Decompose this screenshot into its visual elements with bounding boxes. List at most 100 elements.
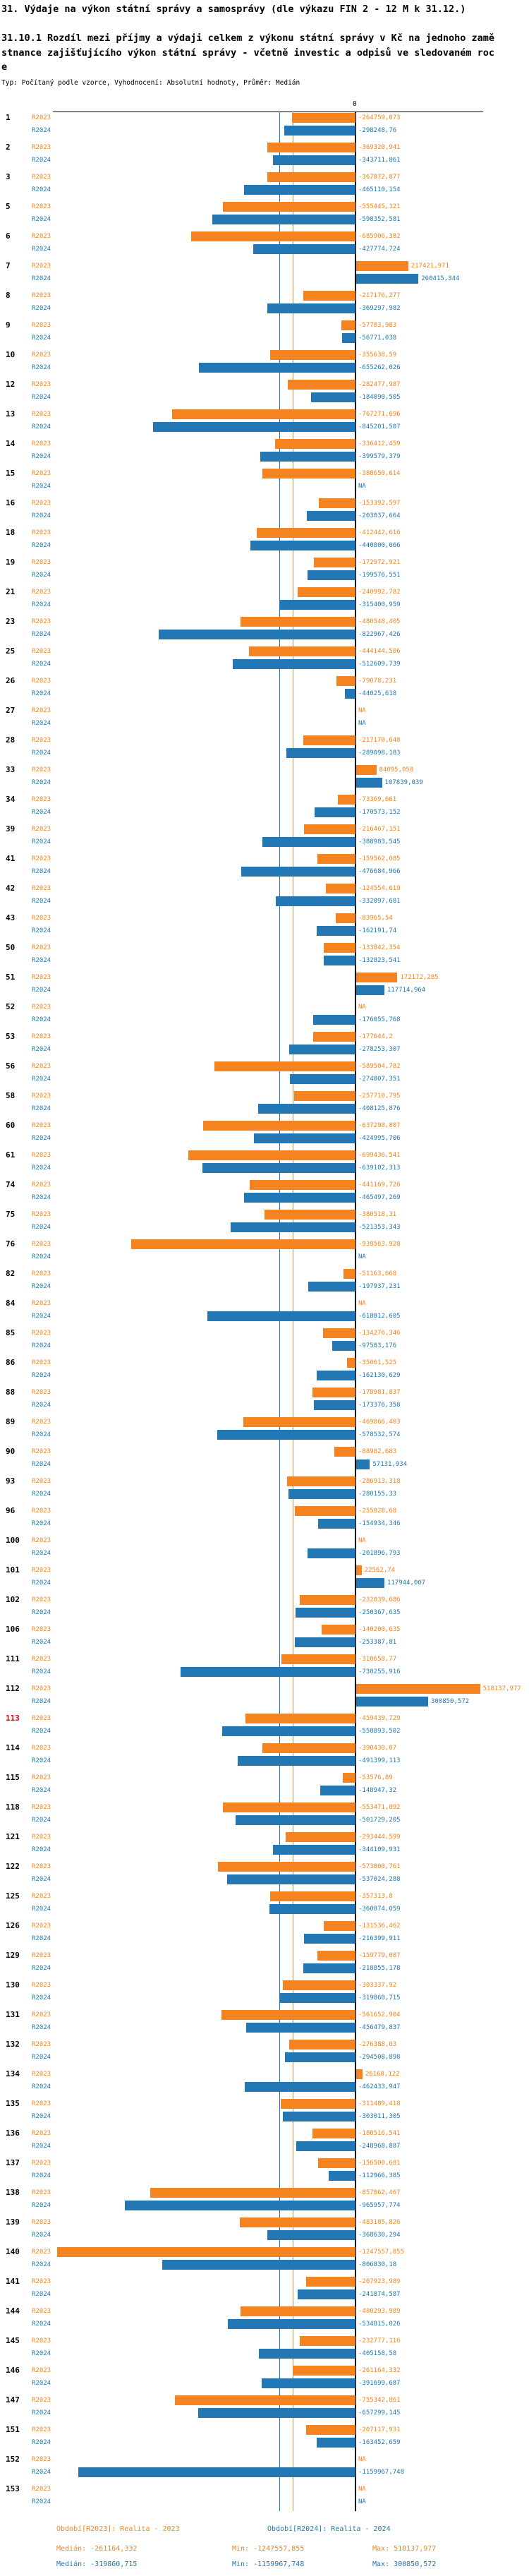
series-row-r2023: R2023 -207923,989: [0, 2277, 529, 2287]
row-number: 21: [6, 587, 16, 596]
bar-r2024: [341, 333, 355, 343]
series-label-r2024: R2024: [32, 216, 51, 223]
bar-r2024: [273, 155, 355, 165]
value-r2024: -501729,205: [358, 1817, 401, 1824]
value-r2023: -444144,506: [358, 648, 401, 655]
series-label-r2024: R2024: [32, 1935, 51, 1942]
value-r2024: 57131,934: [372, 1461, 408, 1468]
bar-r2023: [334, 1447, 355, 1457]
value-r2023: -159562,085: [358, 855, 401, 862]
series-row-r2023: R2023 -131536,462: [0, 1921, 529, 1931]
series-row-r2024: R2024 -298248,76: [0, 126, 529, 136]
value-r2023: -367872,877: [358, 174, 401, 181]
series-label-r2024: R2024: [32, 2024, 51, 2031]
series-row-r2023: R2023 -685906,382: [0, 231, 529, 241]
value-r2023: -637298,807: [358, 1122, 401, 1129]
row-number: 51: [6, 973, 16, 982]
value-r2024: -248968,887: [358, 2143, 401, 2150]
value-r2024: -154934,346: [358, 1520, 401, 1527]
bar-r2024: [356, 1578, 384, 1588]
bar-r2024: [207, 1311, 355, 1321]
bar-group: 15 R2023 -388650,614 R2024 NA: [0, 468, 529, 498]
value-r2024: -521353,343: [358, 1224, 401, 1231]
value-r2023: NA: [358, 1004, 366, 1011]
series-row-r2024: R2024 NA: [0, 2497, 529, 2507]
series-row-r2023: R2023 -73369,661: [0, 795, 529, 805]
series-label-r2024: R2024: [32, 601, 51, 608]
bar-group: 33 R2023 84095,058 R2024 107839,039: [0, 764, 529, 794]
series-label-r2024: R2024: [32, 2113, 51, 2120]
series-label-r2023: R2023: [32, 114, 51, 121]
series-label-r2023: R2023: [32, 500, 51, 507]
series-row-r2023: R2023 -217176,277: [0, 291, 529, 301]
row-number: 58: [6, 1091, 16, 1100]
bar-group: 60 R2023 -637298,807 R2024 -424995,706: [0, 1120, 529, 1150]
bar-group: 76 R2023 -938563,928 R2024 NA: [0, 1239, 529, 1268]
value-r2024: -1159967,748: [358, 2469, 405, 2476]
bar-r2023: [288, 380, 355, 390]
bar-r2024: [288, 1489, 355, 1499]
series-label-r2023: R2023: [32, 1982, 51, 1989]
value-r2024: -44025,618: [358, 690, 397, 697]
series-row-r2023: R2023 -159779,087: [0, 1951, 529, 1961]
value-r2024: 117944,007: [387, 1579, 426, 1587]
series-label-r2023: R2023: [32, 440, 51, 447]
series-label-r2024: R2024: [32, 2054, 51, 2061]
bar-group: 137 R2023 -156500,681 R2024 -112966,385: [0, 2157, 529, 2187]
series-label-r2023: R2023: [32, 1774, 51, 1781]
bar-r2024: [280, 600, 355, 610]
bar-r2023: [174, 2395, 355, 2405]
series-label-r2024: R2024: [32, 1431, 51, 1438]
bar-group: 61 R2023 -699436,541 R2024 -639102,313: [0, 1150, 529, 1179]
bar-r2024: [226, 1874, 355, 1884]
bar-r2023: [171, 409, 355, 419]
bar-group: 27 R2023 NA R2024 NA: [0, 705, 529, 735]
bar-r2024: [313, 1015, 355, 1025]
bar-r2023: [221, 2010, 355, 2020]
series-row-r2024: R2024 -163452,659: [0, 2438, 529, 2448]
bar-group: 53 R2023 -177644,2 R2024 -278253,307: [0, 1031, 529, 1061]
value-r2023: -336412,459: [358, 440, 401, 447]
value-r2023: NA: [358, 2486, 366, 2493]
value-r2024: NA: [358, 483, 366, 490]
value-r2023: -261164,332: [358, 2367, 401, 2374]
row-number: 61: [6, 1150, 16, 1160]
series-row-r2024: R2024 -132823,541: [0, 956, 529, 965]
row-number: 115: [6, 1773, 20, 1782]
bar-r2023: [292, 113, 355, 123]
series-row-r2024: R2024 -965957,774: [0, 2201, 529, 2210]
bar-r2023: [285, 1832, 355, 1842]
bar-group: 125 R2023 -357313,8 R2024 -360874,059: [0, 1891, 529, 1920]
bar-r2024: [315, 807, 355, 817]
bar-r2024: [221, 1726, 355, 1736]
bar-group: 52 R2023 NA R2024 -176055,768: [0, 1001, 529, 1031]
footer-median-r2023: Medián: -261164,332: [56, 2545, 138, 2553]
bar-r2024: [253, 244, 355, 254]
series-row-r2023: R2023 NA: [0, 2484, 529, 2494]
series-label-r2024: R2024: [32, 1491, 51, 1498]
series-label-r2024: R2024: [32, 987, 51, 994]
series-row-r2024: R2024 -578532,574: [0, 1430, 529, 1440]
bar-group: 7 R2023 217421,971 R2024 260415,344: [0, 260, 529, 290]
value-r2024: -298248,76: [358, 127, 397, 134]
bar-group: 139 R2023 -483185,826 R2024 -368630,294: [0, 2217, 529, 2246]
bar-r2024: [258, 2349, 355, 2359]
value-r2024: -534815,026: [358, 2321, 401, 2328]
series-row-r2024: R2024 -1159967,748: [0, 2467, 529, 2477]
series-row-r2024: R2024 -399579,379: [0, 452, 529, 462]
series-label-r2024: R2024: [32, 127, 51, 134]
value-r2024: -369297,982: [358, 305, 401, 312]
series-row-r2024: R2024 -197937,231: [0, 1282, 529, 1292]
series-row-r2024: R2024 -203037,664: [0, 511, 529, 521]
bar-group: 146 R2023 -261164,332 R2024 -391699,687: [0, 2365, 529, 2395]
value-r2024: -203037,664: [358, 512, 401, 519]
value-r2023: -469866,403: [358, 1419, 401, 1426]
series-row-r2023: R2023 -177644,2: [0, 1032, 529, 1042]
series-row-r2023: R2023 -232777,116: [0, 2336, 529, 2346]
series-label-r2023: R2023: [32, 1152, 51, 1159]
bar-r2024: [318, 1519, 355, 1529]
series-row-r2023: R2023 26168,122: [0, 2069, 529, 2079]
series-label-r2024: R2024: [32, 1817, 51, 1824]
series-row-r2023: R2023 -133842,354: [0, 943, 529, 953]
series-row-r2024: R2024 -250367,635: [0, 1608, 529, 1618]
